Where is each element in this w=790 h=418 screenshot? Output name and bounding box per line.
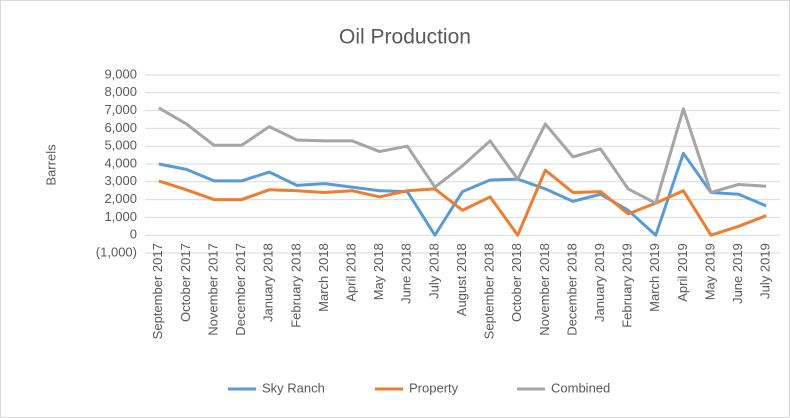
y-tick-label: 6,000 <box>104 120 137 135</box>
x-tick-label: October 2017 <box>178 243 193 322</box>
x-tick-label: November 2017 <box>205 243 220 336</box>
x-tick-label: May 2019 <box>702 243 717 300</box>
x-tick-label: June 2018 <box>399 243 414 304</box>
x-tick-label: September 2017 <box>150 243 165 339</box>
x-tick-label: May 2018 <box>371 243 386 300</box>
y-tick-label: 4,000 <box>104 155 137 170</box>
series-line <box>158 106 767 205</box>
x-tick-label: April 2019 <box>675 243 690 302</box>
x-tick-label: June 2019 <box>730 243 745 304</box>
y-tick-label: 8,000 <box>104 84 137 99</box>
x-tick-label: January 2018 <box>261 243 276 322</box>
y-tick-label: 3,000 <box>104 173 137 188</box>
y-tick-label: 1,000 <box>104 209 137 224</box>
x-tick-label: December 2018 <box>564 243 579 336</box>
y-tick-label: 0 <box>130 227 137 242</box>
chart-title: Oil Production <box>339 26 471 49</box>
x-tick-label: September 2018 <box>482 243 497 339</box>
x-tick-label: August 2018 <box>454 243 469 316</box>
y-tick-label: 7,000 <box>104 102 137 117</box>
legend-label: Sky Ranch <box>262 380 325 395</box>
x-tick-label: December 2017 <box>233 243 248 336</box>
x-tick-label: October 2018 <box>509 243 524 322</box>
legend-label: Combined <box>551 380 610 395</box>
y-axis-label: Barrels <box>43 144 58 186</box>
x-tick-label: April 2018 <box>344 243 359 302</box>
x-tick-label: February 2019 <box>620 243 635 328</box>
y-tick-label: 9,000 <box>104 66 137 81</box>
y-tick-label: 2,000 <box>104 191 137 206</box>
x-tick-label: February 2018 <box>288 243 303 328</box>
y-tick-label: 5,000 <box>104 138 137 153</box>
series-line <box>158 168 767 237</box>
x-tick-label: July 2018 <box>426 243 441 299</box>
y-tick-label: (1,000) <box>96 244 137 259</box>
series-line <box>158 151 767 237</box>
x-tick-label: March 2019 <box>647 243 662 312</box>
x-tick-label: July 2019 <box>758 243 773 299</box>
x-tick-label: March 2018 <box>316 243 331 312</box>
legend-label: Property <box>409 380 459 395</box>
x-tick-label: January 2019 <box>592 243 607 322</box>
x-tick-label: November 2018 <box>537 243 552 336</box>
